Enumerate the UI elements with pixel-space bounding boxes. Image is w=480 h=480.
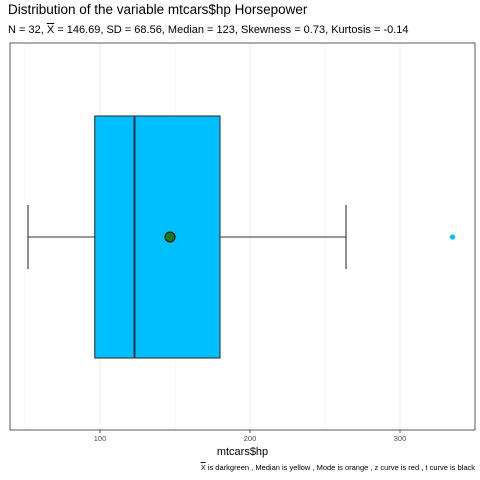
x-tick-label: 200: [244, 434, 257, 443]
x-tick-label: 100: [94, 434, 107, 443]
x-tick-label: 300: [394, 434, 407, 443]
outlier-point: [450, 234, 455, 239]
chart-caption: X is darkgreen , Median is yellow , Mode…: [201, 463, 475, 472]
x-axis-label: mtcars$hp: [10, 446, 475, 458]
box-iqr: [95, 116, 220, 358]
caption-text: is darkgreen , Median is yellow , Mode i…: [206, 463, 475, 472]
mean-point: [165, 232, 175, 242]
